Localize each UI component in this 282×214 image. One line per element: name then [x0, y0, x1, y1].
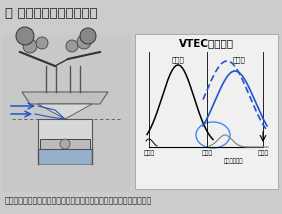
Polygon shape: [40, 139, 90, 149]
Circle shape: [66, 40, 78, 52]
Text: ほぼ休止カム: ほぼ休止カム: [223, 158, 243, 163]
Text: ３ 低回転域トルクベスト: ３ 低回転域トルクベスト: [5, 7, 98, 20]
Polygon shape: [38, 119, 92, 149]
Circle shape: [77, 35, 91, 49]
Text: トルクが最大になるように吸気バルブ閉じタイミングを制御します。: トルクが最大になるように吸気バルブ閉じタイミングを制御します。: [5, 196, 152, 205]
Polygon shape: [38, 149, 92, 164]
Text: VTEC低速カム: VTEC低速カム: [179, 38, 234, 48]
Bar: [2, 35, 130, 192]
Circle shape: [16, 27, 34, 45]
Text: 上死点: 上死点: [201, 150, 213, 156]
Circle shape: [36, 37, 48, 49]
Circle shape: [23, 39, 37, 53]
Polygon shape: [22, 92, 108, 104]
Text: 吸気側: 吸気側: [233, 56, 245, 63]
Text: 下死点: 下死点: [257, 150, 269, 156]
Bar: [135, 34, 278, 189]
Circle shape: [80, 28, 96, 44]
Text: 下死点: 下死点: [143, 150, 155, 156]
Circle shape: [60, 139, 70, 149]
Polygon shape: [38, 104, 92, 119]
Text: 排気側: 排気側: [172, 56, 184, 63]
